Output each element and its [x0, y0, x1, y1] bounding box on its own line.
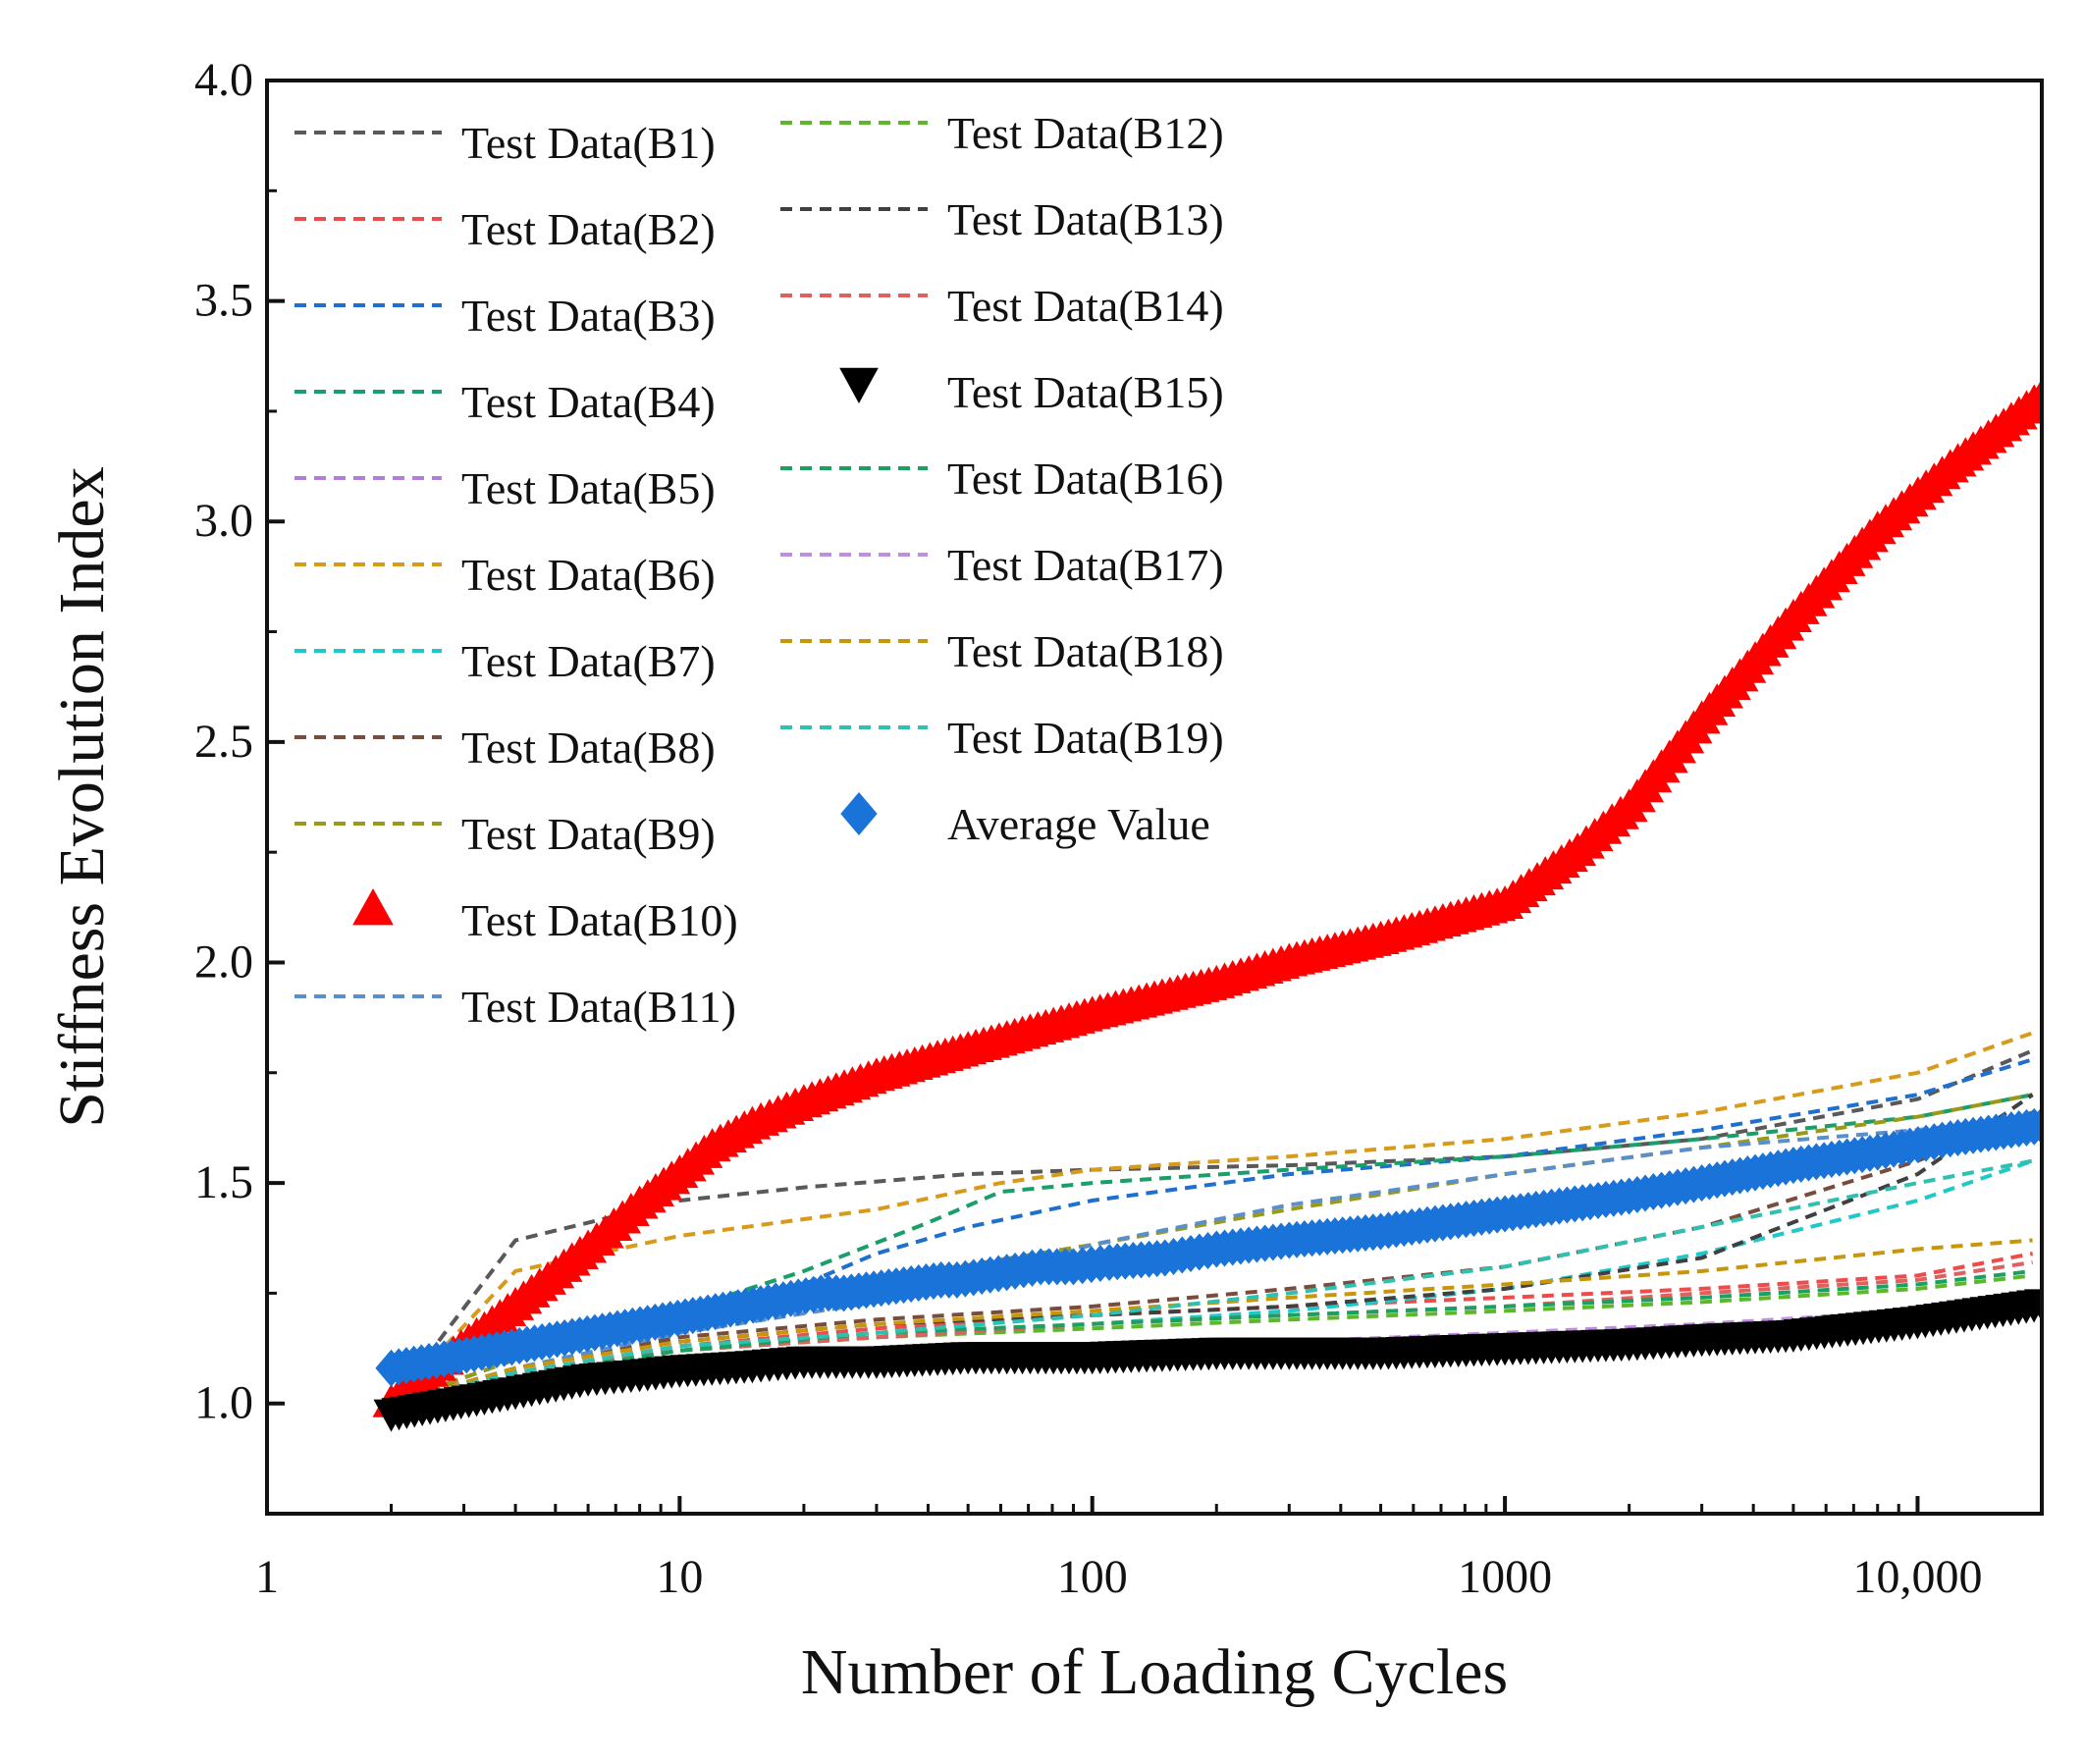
legend-label: Test Data(B14) — [947, 281, 1224, 331]
legend-item-test-data-b19: Test Data(B19) — [780, 713, 1224, 763]
legend-item-test-data-b5: Test Data(B5) — [294, 463, 716, 513]
x-tick-label: 1000 — [1458, 1551, 1552, 1603]
legend-swatch — [352, 888, 394, 926]
legend-item-test-data-b9: Test Data(B9) — [294, 809, 716, 859]
series-test-data-b7 — [391, 1158, 2034, 1406]
series-test-data-b3-line — [390, 1057, 2034, 1406]
legend-item-test-data-b7: Test Data(B7) — [294, 636, 716, 686]
x-tick-label: 10 — [656, 1551, 703, 1603]
legend-item-test-data-b3: Test Data(B3) — [294, 291, 716, 341]
series-test-data-b12-line — [391, 1273, 2033, 1406]
legend-label: Test Data(B13) — [947, 194, 1224, 244]
legend-label: Test Data(B8) — [461, 722, 716, 773]
legend-item-test-data-b15: Test Data(B15) — [839, 367, 1224, 417]
y-tick-label: 3.5 — [194, 275, 253, 327]
legend-item-test-data-b4: Test Data(B4) — [294, 377, 716, 427]
y-tick-label: 1.0 — [194, 1377, 253, 1429]
axis-ticks: 1.0 1.5 2.0 2.5 3.0 3.5 4.0 1 10 100 1000 10,000 — [194, 54, 2044, 1603]
legend-item-test-data-b17: Test Data(B17) — [780, 540, 1224, 590]
legend-item-test-data-b10: Test Data(B10) — [352, 888, 738, 945]
series-test-data-b15-point — [2024, 1289, 2042, 1322]
legend-label: Test Data(B3) — [461, 291, 716, 341]
y-tick-label: 2.0 — [194, 935, 253, 988]
x-tick-label: 100 — [1057, 1551, 1128, 1603]
series-test-data-b4-line — [390, 1093, 2033, 1406]
legend-item-test-data-b14: Test Data(B14) — [780, 281, 1224, 331]
series-test-data-b6-line — [390, 1031, 2034, 1406]
legend-item-test-data-b6: Test Data(B6) — [294, 550, 716, 600]
legend: Test Data(B1) Test Data(B2) Test Data(B3) T… — [294, 108, 1224, 1032]
series-test-data-b10 — [372, 378, 2042, 1417]
legend-item-test-data-b13: Test Data(B13) — [780, 194, 1224, 244]
legend-label: Test Data(B16) — [947, 454, 1224, 504]
legend-label: Test Data(B10) — [461, 895, 738, 945]
series-average-value-point — [2025, 1106, 2042, 1145]
legend-label: Test Data(B6) — [461, 550, 716, 600]
legend-label: Test Data(B9) — [461, 809, 716, 859]
series-average-value — [375, 1106, 2042, 1387]
legend-label: Test Data(B12) — [947, 108, 1224, 158]
legend-label: Test Data(B19) — [947, 713, 1224, 763]
legend-item-test-data-b1: Test Data(B1) — [294, 118, 716, 168]
y-tick-label: 3.0 — [194, 495, 253, 547]
series-test-data-b19 — [391, 1158, 2033, 1406]
series-test-data-b15 — [373, 1289, 2042, 1432]
series-test-data-b12 — [391, 1273, 2033, 1406]
series-test-data-b13-line — [390, 1093, 2034, 1406]
series-test-data-b8-line — [390, 1110, 2034, 1406]
legend-label: Test Data(B15) — [947, 367, 1224, 417]
legend-item-test-data-b8: Test Data(B8) — [294, 722, 716, 773]
legend-label: Test Data(B18) — [947, 626, 1224, 676]
y-tick-label: 2.5 — [194, 716, 253, 768]
series-test-data-b8 — [390, 1110, 2034, 1406]
series-test-data-b16-line — [391, 1268, 2033, 1406]
legend-item-test-data-b18: Test Data(B18) — [780, 626, 1224, 676]
series-test-data-b13 — [390, 1093, 2034, 1406]
x-tick-label: 10,000 — [1852, 1551, 1982, 1603]
series-test-data-b16 — [391, 1268, 2033, 1406]
legend-label: Test Data(B4) — [461, 377, 716, 427]
series-test-data-b19-line — [391, 1158, 2033, 1406]
legend-item-test-data-b2: Test Data(B2) — [294, 204, 716, 254]
legend-label: Test Data(B17) — [947, 540, 1224, 590]
series-test-data-b4 — [390, 1093, 2033, 1406]
legend-label: Test Data(B7) — [461, 636, 716, 686]
series-test-data-b6 — [390, 1031, 2034, 1406]
x-tick-label: 1 — [255, 1551, 279, 1603]
legend-item-test-data-b16: Test Data(B16) — [780, 454, 1224, 504]
legend-label: Average Value — [947, 799, 1210, 849]
y-tick-label: 4.0 — [194, 54, 253, 106]
series-test-data-b10-point — [2023, 378, 2042, 412]
series-test-data-b7-line — [391, 1158, 2034, 1406]
legend-swatch — [839, 367, 879, 403]
y-axis-label: Stiffness Evolution Index — [46, 466, 118, 1127]
legend-label: Test Data(B2) — [461, 204, 716, 254]
series-layer — [372, 378, 2042, 1432]
legend-item-test-data-b12: Test Data(B12) — [780, 108, 1224, 158]
legend-item-average-value: Average Value — [840, 792, 1210, 849]
plot-frame — [265, 79, 2044, 1516]
legend-label: Test Data(B5) — [461, 463, 716, 513]
series-test-data-b3 — [390, 1057, 2034, 1406]
legend-label: Test Data(B11) — [461, 982, 736, 1032]
x-axis-label: Number of Loading Cycles — [801, 1636, 1508, 1708]
legend-item-test-data-b11: Test Data(B11) — [294, 982, 736, 1032]
y-tick-label: 1.5 — [194, 1156, 253, 1208]
legend-label: Test Data(B1) — [461, 118, 716, 168]
legend-swatch — [840, 792, 878, 835]
